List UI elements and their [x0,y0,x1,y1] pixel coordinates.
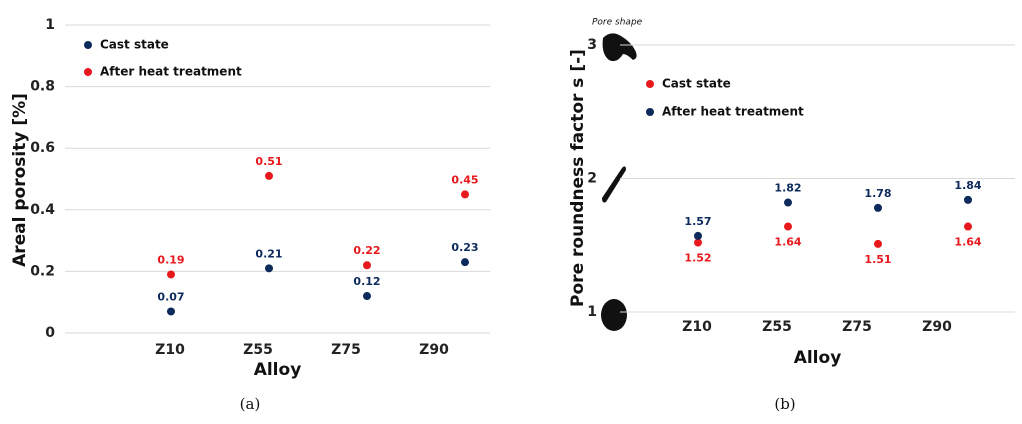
point [874,203,882,212]
value-label: 0.07 [157,290,184,303]
point [461,190,469,199]
point [694,238,702,247]
annotation: Pore shape [592,18,643,28]
legend-label: After heat treatment [662,105,804,119]
value-label: 0.19 [157,253,184,266]
x-tick-label: Z90 [922,319,952,335]
point [964,195,972,204]
value-label: 1.64 [954,236,981,249]
point [694,231,702,240]
point [363,292,371,301]
y-tick-label: 1 [587,304,597,320]
y-tick-label: 0.2 [30,263,55,279]
x-tick-label: Z55 [243,342,273,358]
value-label: 0.22 [353,244,380,257]
value-label: 1.51 [864,253,891,266]
value-label: 0.45 [451,173,478,186]
value-label: 0.51 [255,155,282,168]
x-axis-title: Alloy [794,348,842,368]
legend-marker [84,68,92,76]
value-label: 0.12 [353,275,380,288]
legend-label: Cast state [662,77,731,91]
pore-shape-icons [601,33,637,331]
point [784,222,792,231]
value-label: 0.21 [255,247,282,260]
x-tick-label: Z10 [682,319,712,335]
point [265,264,273,273]
legend-marker [84,41,92,49]
point [964,222,972,231]
x-tick-label: Z10 [155,342,185,358]
point [167,270,175,279]
point [784,198,792,207]
legend-marker [646,108,654,116]
value-label: 1.82 [774,182,801,195]
x-tick-label: Z55 [762,319,792,335]
point [363,261,371,270]
y-tick-label: 0.8 [30,79,55,95]
point [265,171,273,180]
x-tick-label: Z90 [419,342,449,358]
value-label: 1.57 [684,215,711,228]
legend-label: After heat treatment [100,65,242,79]
legend-marker [646,80,654,88]
y-tick-label: 2 [587,171,597,187]
y-axis-title: Areal porosity [%] [10,93,30,267]
y-tick-label: 3 [587,37,597,53]
y-tick-label: 0.4 [30,202,55,218]
x-tick-label: Z75 [842,319,872,335]
y-axis-title: Pore roundness factor s [-] [568,49,588,307]
y-tick-label: 0 [45,325,55,341]
y-tick-label: 1 [45,17,55,33]
y-tick-label: 0.6 [30,140,55,156]
point [874,239,882,248]
x-axis-title: Alloy [254,360,302,380]
caption: (b) [774,395,795,413]
value-label: 1.52 [684,252,711,265]
value-label: 1.64 [774,236,801,249]
legend-label: Cast state [100,38,169,52]
point [461,258,469,267]
point [167,307,175,316]
caption: (a) [240,395,261,413]
value-label: 1.78 [864,187,891,200]
value-label: 0.23 [451,241,478,254]
x-tick-label: Z75 [331,342,361,358]
value-label: 1.84 [954,179,981,192]
